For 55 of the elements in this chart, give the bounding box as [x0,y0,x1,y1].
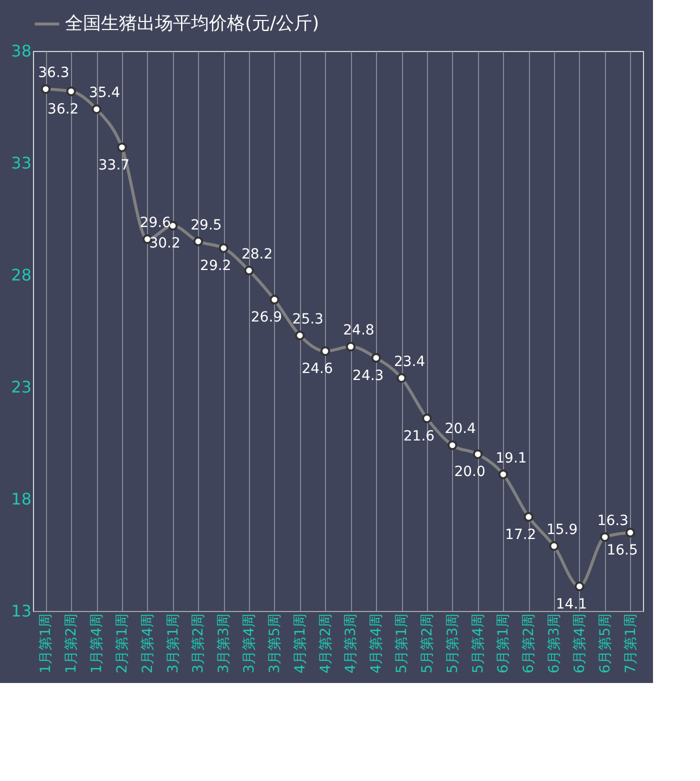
text: 21.6 [403,428,435,444]
x-tick-label: 3月第5周 [266,614,283,674]
text: 29.5 [190,217,222,234]
x-tick-label: 5月第3周 [444,614,461,674]
x-tick-label: 3月第4周 [242,614,258,674]
text: 20.0 [454,464,486,480]
text: 24.8 [343,322,374,339]
text: 36.2 [48,101,79,118]
x-tick-label: 4月第1周 [292,614,308,674]
x-tick-label: 6月第4周 [572,614,588,674]
x-tick-label: 1月第4周 [89,614,106,674]
y-tick-label: 38 [11,42,32,60]
text: 24.3 [352,368,384,384]
text: 25.3 [292,311,324,328]
text: 36.3 [38,65,70,82]
x-tick-label: 3月第3周 [216,614,232,674]
x-tick-label: 7月第1周 [622,614,639,674]
text: 14.1 [556,596,588,612]
text: 30.2 [149,236,180,252]
text: 28.2 [241,246,273,263]
text: 33.7 [98,157,130,174]
y-tick-label: 13 [11,602,32,620]
x-tick-label: 4月第3周 [343,614,360,674]
x-tick-label: 5月第2周 [419,614,436,674]
x-tick-label: 3月第2周 [190,614,207,674]
x-tick-label: 2月第1周 [114,614,130,674]
x-tick-label: 4月第4周 [368,614,385,674]
text: 24.6 [302,361,333,378]
x-tick-label: 5月第4周 [470,614,486,674]
x-tick-label: 5月第1周 [394,614,410,674]
text: 35.4 [88,85,120,102]
x-tick-label: 2月第4周 [140,614,156,674]
y-tick-label: 33 [11,154,32,172]
text: 16.3 [597,513,628,530]
legend-label: 全国生猪出场平均价格(元/公斤) [65,13,320,34]
x-tick-label: 1月第1周 [38,614,54,674]
x-tick-label: 6月第2周 [521,614,538,674]
x-tick-label: 3月第1周 [165,614,182,674]
y-tick-label: 23 [11,378,32,396]
text: 20.4 [444,421,476,438]
text: 19.1 [496,450,527,466]
x-tick-label: 1月第2周 [64,614,80,674]
text: 16.5 [606,542,638,559]
text: 15.9 [546,522,578,538]
x-tick-label: 6月第5周 [597,614,614,674]
x-tick-label: 4月第2周 [318,614,334,674]
x-tick-label: 6月第1周 [496,614,512,674]
text: 26.9 [250,310,282,326]
y-tick-label: 18 [11,490,32,508]
text: 23.4 [394,354,426,370]
y-tick-label: 28 [11,266,32,284]
text: 17.2 [505,526,536,543]
text: 29.2 [200,258,232,274]
text: 29.6 [140,215,171,232]
x-tick-label: 6月第3周 [546,614,563,674]
